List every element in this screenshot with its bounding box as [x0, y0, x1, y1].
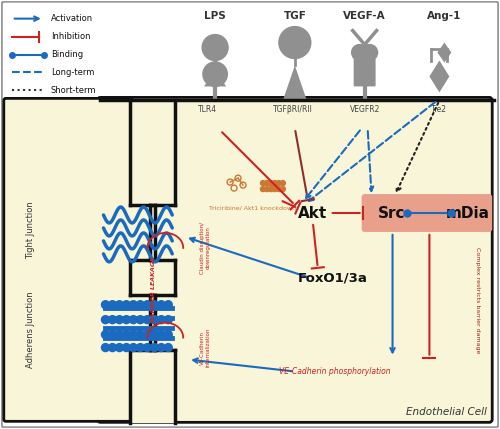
- FancyBboxPatch shape: [354, 76, 376, 86]
- Text: Activation: Activation: [50, 14, 93, 23]
- Circle shape: [158, 316, 166, 323]
- FancyBboxPatch shape: [98, 97, 492, 422]
- Circle shape: [108, 301, 116, 309]
- Circle shape: [264, 187, 270, 192]
- Polygon shape: [283, 66, 307, 100]
- Circle shape: [150, 316, 158, 323]
- Polygon shape: [130, 100, 175, 423]
- Circle shape: [280, 181, 285, 186]
- Text: Inhibition: Inhibition: [50, 32, 90, 41]
- Circle shape: [260, 181, 266, 186]
- Circle shape: [150, 301, 158, 309]
- Circle shape: [108, 344, 116, 351]
- Polygon shape: [430, 60, 450, 92]
- Circle shape: [144, 331, 152, 338]
- Text: mDia: mDia: [446, 205, 490, 221]
- Text: Akt: Akt: [298, 205, 328, 221]
- Circle shape: [130, 316, 138, 323]
- Text: BARRIER LEAKAGE: BARRIER LEAKAGE: [151, 257, 156, 322]
- Circle shape: [352, 45, 368, 60]
- Circle shape: [272, 181, 278, 186]
- Circle shape: [116, 316, 124, 323]
- Circle shape: [102, 331, 110, 338]
- Text: Ang-1: Ang-1: [427, 11, 462, 21]
- Circle shape: [268, 187, 274, 192]
- Circle shape: [108, 316, 116, 323]
- Text: Endothelial Cell: Endothelial Cell: [406, 408, 487, 417]
- Circle shape: [158, 344, 166, 351]
- Text: VEGFR2: VEGFR2: [350, 106, 380, 115]
- Circle shape: [276, 187, 281, 192]
- Circle shape: [203, 62, 228, 86]
- Circle shape: [164, 331, 172, 338]
- Text: TGF: TGF: [284, 11, 306, 21]
- Circle shape: [122, 331, 130, 338]
- Circle shape: [362, 45, 378, 60]
- Text: VE-Cadherin phosphorylation: VE-Cadherin phosphorylation: [279, 367, 390, 376]
- Circle shape: [268, 181, 274, 186]
- Circle shape: [144, 316, 152, 323]
- Polygon shape: [438, 42, 452, 63]
- Circle shape: [202, 35, 228, 60]
- Circle shape: [150, 331, 158, 338]
- Text: Short-term: Short-term: [50, 86, 96, 95]
- Circle shape: [136, 331, 144, 338]
- Circle shape: [279, 27, 311, 58]
- Circle shape: [164, 301, 172, 309]
- Circle shape: [102, 316, 110, 323]
- Circle shape: [122, 344, 130, 351]
- Circle shape: [116, 301, 124, 309]
- Circle shape: [130, 301, 138, 309]
- Circle shape: [280, 187, 285, 192]
- Circle shape: [272, 187, 278, 192]
- Circle shape: [116, 331, 124, 338]
- Circle shape: [144, 301, 152, 309]
- Text: VEGF-A: VEGF-A: [344, 11, 386, 21]
- Circle shape: [260, 187, 266, 192]
- Text: LPS: LPS: [204, 11, 226, 21]
- Circle shape: [102, 344, 110, 351]
- Circle shape: [136, 316, 144, 323]
- Circle shape: [136, 344, 144, 351]
- Text: FoxO1/3a: FoxO1/3a: [298, 271, 368, 284]
- Polygon shape: [204, 78, 226, 86]
- Text: Complex restricts barrier damage: Complex restricts barrier damage: [475, 247, 480, 353]
- Circle shape: [158, 301, 166, 309]
- Circle shape: [264, 181, 270, 186]
- Text: Triciribine/ Akt1 knockdown: Triciribine/ Akt1 knockdown: [210, 205, 296, 210]
- Circle shape: [122, 301, 130, 309]
- Circle shape: [158, 331, 166, 338]
- Circle shape: [108, 331, 116, 338]
- Circle shape: [102, 301, 110, 309]
- FancyBboxPatch shape: [362, 194, 492, 232]
- Text: Long-term: Long-term: [50, 68, 94, 77]
- FancyBboxPatch shape: [354, 58, 376, 69]
- Text: Claudin disruption/
downregulation: Claudin disruption/ downregulation: [200, 222, 210, 274]
- Circle shape: [144, 344, 152, 351]
- Circle shape: [130, 344, 138, 351]
- Text: Tie2: Tie2: [432, 106, 448, 115]
- Circle shape: [150, 344, 158, 351]
- Text: Adherens Junction: Adherens Junction: [26, 291, 35, 368]
- Circle shape: [164, 316, 172, 323]
- Text: VE-Cadherin
internalization: VE-Cadherin internalization: [200, 328, 210, 367]
- Circle shape: [136, 301, 144, 309]
- Circle shape: [276, 181, 281, 186]
- Circle shape: [122, 316, 130, 323]
- Circle shape: [130, 331, 138, 338]
- Text: Tight Junction: Tight Junction: [26, 201, 35, 259]
- Text: Src: Src: [378, 205, 406, 221]
- Text: TLR4: TLR4: [198, 106, 216, 115]
- FancyBboxPatch shape: [4, 98, 132, 421]
- Circle shape: [116, 344, 124, 351]
- FancyBboxPatch shape: [354, 67, 376, 78]
- Text: Binding: Binding: [50, 50, 83, 59]
- Circle shape: [164, 344, 172, 351]
- Text: TGFβRI/RII: TGFβRI/RII: [273, 106, 313, 115]
